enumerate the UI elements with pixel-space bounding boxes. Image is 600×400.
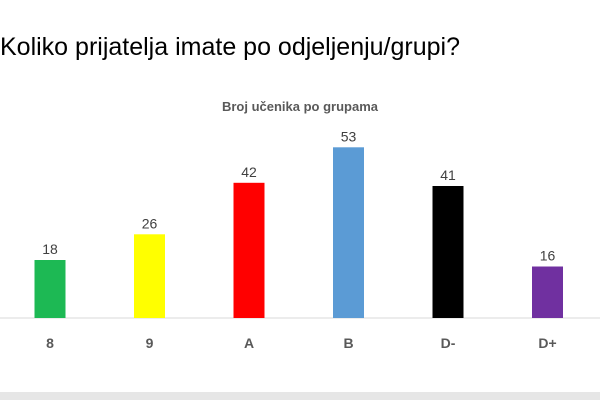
bar-A <box>233 182 265 318</box>
x-tick-label-9: 9 <box>146 335 154 351</box>
slide-title: Koliko prijatelja imate po odjeljenju/gr… <box>0 33 460 61</box>
bar-8 <box>34 260 66 318</box>
bar-9 <box>134 234 165 318</box>
chart-title: Broj učenika po grupama <box>221 99 379 114</box>
bar-B <box>333 147 364 318</box>
bar-D- <box>432 186 464 318</box>
data-label-D+: 16 <box>540 248 556 264</box>
x-tick-label-D-: D- <box>441 335 456 351</box>
x-tick-label-8: 8 <box>46 335 54 351</box>
bar-D+ <box>532 266 563 318</box>
data-label-D-: 41 <box>440 167 456 183</box>
data-label-B: 53 <box>341 128 357 144</box>
x-tick-label-A: A <box>244 335 254 351</box>
data-label-8: 18 <box>42 241 58 257</box>
x-tick-label-D+: D+ <box>538 335 556 351</box>
data-label-9: 26 <box>142 215 158 231</box>
data-label-A: 42 <box>241 164 257 180</box>
bottom-border <box>0 392 600 400</box>
x-tick-label-B: B <box>343 335 353 351</box>
